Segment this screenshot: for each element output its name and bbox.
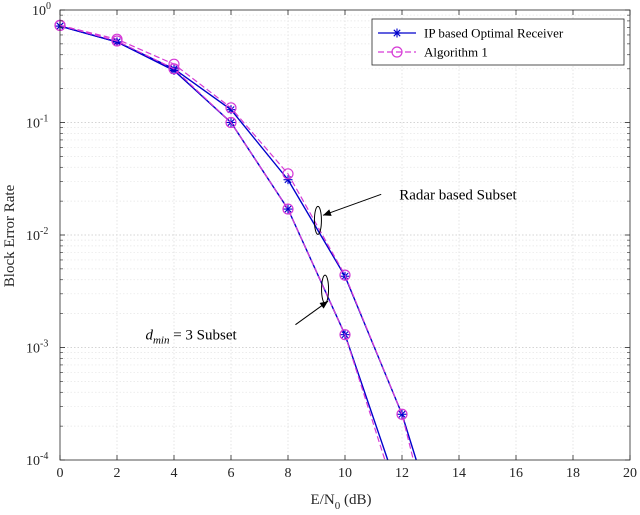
asterisk-stroke: [393, 29, 401, 37]
annotations: Radar based Subset dmin = 3 Subset: [145, 187, 517, 346]
grid-lines: [60, 10, 630, 460]
circle-marker: [225, 102, 237, 114]
legend: IP based Optimal Receiver Algorithm 1: [371, 18, 625, 66]
annotation-arrowhead: [319, 301, 329, 309]
y-tick-exp: -3: [40, 339, 48, 350]
annotation-arrow-line: [322, 193, 382, 216]
x-tick-label: 4: [171, 466, 178, 481]
circle-marker: [168, 63, 180, 75]
series-line-1: [59, 24, 414, 461]
x-tick-label: 14: [452, 466, 466, 481]
annotation-arrowhead: [322, 209, 332, 216]
x-tick-label: 18: [566, 466, 580, 481]
y-tick-base: 10: [26, 117, 40, 132]
x-axis-label-sub: 0: [335, 500, 341, 512]
legend-box: [371, 18, 625, 66]
y-tick-base: 10: [32, 4, 46, 19]
y-tick-exp: -4: [40, 451, 48, 462]
x-tick-label: 8: [285, 466, 292, 481]
series-line-0: [59, 25, 417, 461]
y-tick-exp: -1: [40, 114, 48, 125]
circle-marker: [282, 168, 294, 180]
circle-marker: [225, 116, 237, 129]
circle-marker: [339, 269, 351, 281]
circle-marker: [111, 35, 123, 47]
legend-asterisk-marker: [392, 28, 402, 38]
series-line-3: [59, 24, 386, 461]
annotation-ellipse: [313, 205, 322, 235]
annotation-dmin-label: dmin = 3 Subset: [145, 328, 237, 347]
y-tick-exp: 0: [46, 1, 51, 12]
x-axis-label-unit: (dB): [340, 492, 371, 508]
asterisk-stroke: [398, 410, 406, 418]
x-axis-label: E/N0 (dB): [311, 492, 372, 512]
annotation-dmin-sub: min: [153, 335, 170, 347]
legend-label-0: IP based Optimal Receiver: [424, 26, 564, 41]
circle-marker: [339, 329, 351, 341]
y-tick-label: 10-1: [26, 114, 48, 132]
x-tick-label: 16: [509, 466, 523, 481]
y-tick-label: 100: [32, 1, 51, 19]
annotation-radar-label: Radar based Subset: [399, 187, 517, 203]
annotation-dmin-rest: = 3 Subset: [169, 328, 237, 344]
series-line-2: [59, 25, 389, 461]
x-tick-label: 10: [338, 466, 352, 481]
circle-marker: [282, 203, 294, 215]
asterisk-marker: [283, 204, 293, 214]
annotation-dmin-main: d: [145, 328, 153, 344]
legend-label-1: Algorithm 1: [424, 45, 488, 60]
x-tick-label: 2: [114, 466, 121, 481]
asterisk-stroke: [284, 205, 292, 213]
x-tick-label: 20: [623, 466, 637, 481]
x-axis-label-main: E/N: [311, 492, 335, 508]
asterisk-marker: [283, 175, 293, 185]
y-tick-label: 10-2: [26, 226, 48, 244]
y-tick-label: 10-3: [26, 339, 48, 357]
x-tick-label: 12: [395, 466, 409, 481]
y-axis-label: Block Error Rate: [2, 184, 18, 287]
circle-marker: [396, 408, 408, 420]
x-tick-label: 0: [57, 466, 64, 481]
x-tick-label: 6: [228, 466, 235, 481]
y-tick-base: 10: [26, 454, 40, 469]
y-tick-base: 10: [26, 342, 40, 357]
legend-circle-marker: [391, 46, 403, 58]
y-tick-base: 10: [26, 229, 40, 244]
y-tick-label: 10-4: [26, 451, 48, 469]
y-tick-exp: -2: [40, 226, 48, 237]
asterisk-marker: [397, 409, 407, 419]
asterisk-stroke: [170, 66, 178, 75]
asterisk-stroke: [113, 38, 121, 46]
